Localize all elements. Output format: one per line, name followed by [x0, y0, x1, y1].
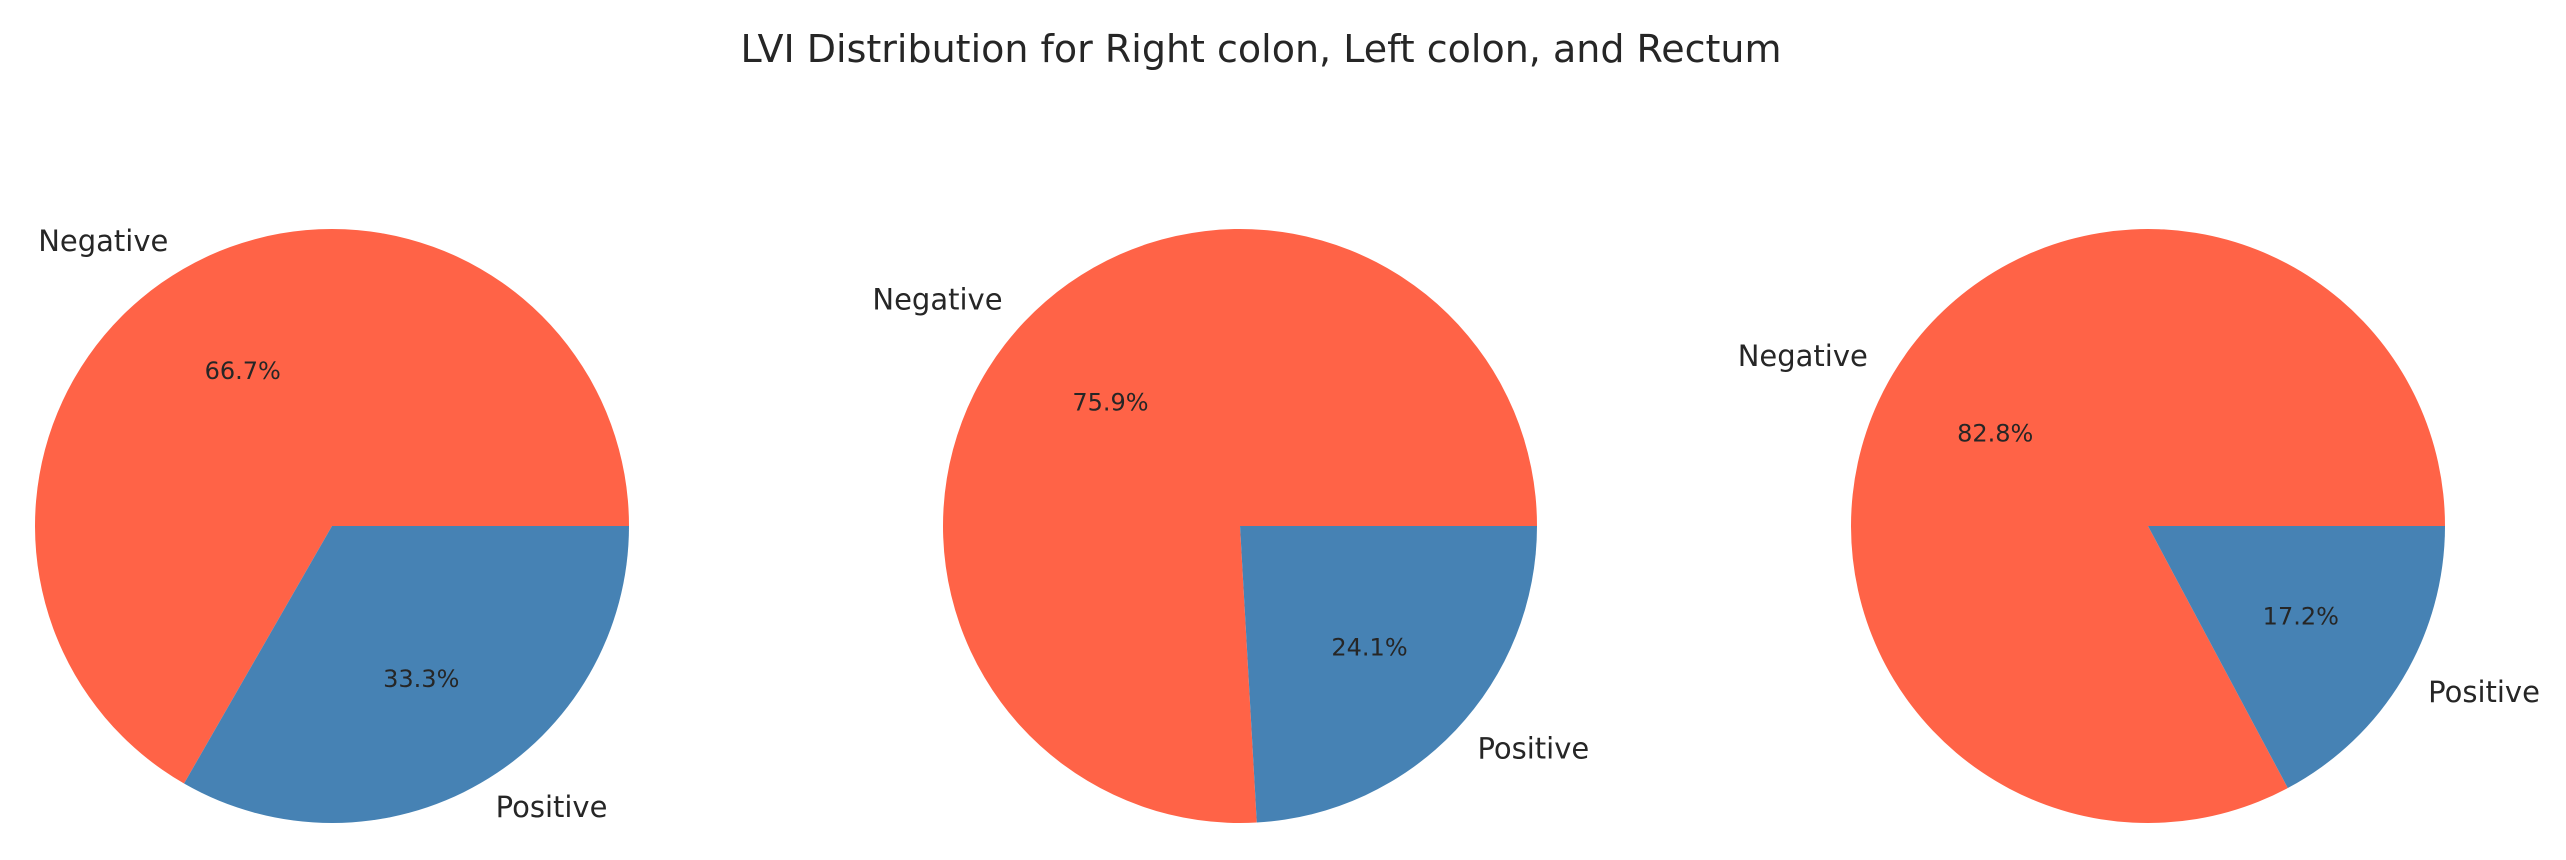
pie-3: Negative 82.8% Positive 17.2% — [1738, 228, 2540, 823]
pie-2-slice-positive — [1240, 526, 1537, 823]
pie-2-label-positive: Positive — [1477, 731, 1589, 765]
pie-3-label-negative: Negative — [1738, 339, 1868, 373]
pie-3-pct-positive: 17.2% — [2263, 603, 2339, 631]
pie-1-label-negative: Negative — [38, 224, 168, 258]
pie-1-pct-positive: 33.3% — [383, 665, 459, 693]
pie-1-label-positive: Positive — [496, 790, 608, 824]
pie-2-pct-positive: 24.1% — [1331, 633, 1407, 661]
pie-3-slice-positive — [2148, 526, 2445, 789]
pie-1: Negative 66.7% Positive 33.3% — [34, 224, 630, 824]
pie-1-pct-negative: 66.7% — [205, 357, 281, 385]
pie-3-pct-negative: 82.8% — [1957, 419, 2033, 447]
chart-title: LVI Distribution for Right colon, Left c… — [740, 27, 1781, 71]
pie-charts: Negative 66.7% Positive 33.3% Negative 75.9% P… — [34, 224, 2540, 824]
pie-2: Negative 75.9% Positive 24.1% — [872, 228, 1589, 823]
pie-3-label-positive: Positive — [2428, 675, 2540, 709]
pie-1-slice-negative — [34, 229, 629, 784]
pie-2-pct-negative: 75.9% — [1072, 389, 1148, 417]
pie-2-label-negative: Negative — [872, 283, 1002, 317]
pie-1-slice-positive — [184, 526, 630, 823]
